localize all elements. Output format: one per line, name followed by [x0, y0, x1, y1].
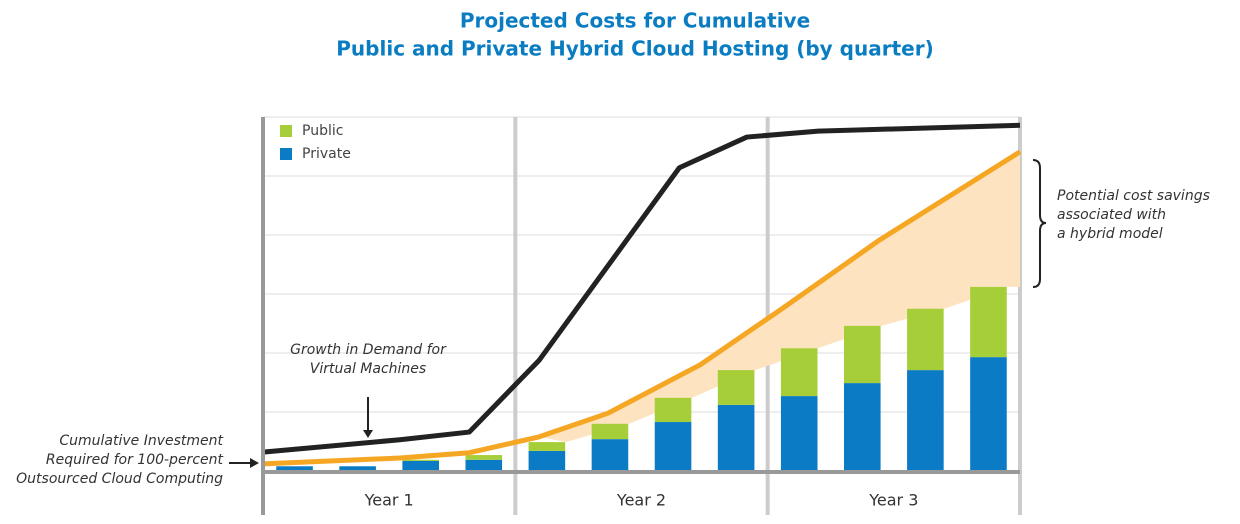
bar-segment: [970, 286, 1007, 358]
annotation: Potential cost savings: [1057, 188, 1210, 204]
bar-segment: [528, 442, 566, 451]
line-series: [262, 149, 1022, 467]
annotation: associated with: [1057, 207, 1166, 223]
bar-segment: [339, 466, 376, 471]
chart-title: Projected Costs for Cumulative: [460, 9, 810, 33]
bar-segment: [465, 455, 503, 460]
bar-segment: [780, 396, 818, 471]
x-group-label: Year 2: [616, 491, 666, 510]
bar-segment: [654, 397, 692, 423]
bar-segment: [780, 348, 818, 397]
line-series: [262, 122, 1021, 455]
savings-area: [539, 151, 1020, 443]
bar-segment: [843, 383, 881, 471]
bar-segment: [402, 460, 440, 471]
bar-segment: [465, 459, 503, 471]
bar-segment: [591, 423, 629, 440]
bar-segment: [591, 439, 629, 471]
legend-label: Public: [302, 123, 343, 139]
bar-segment: [276, 466, 313, 471]
chart-title: Public and Private Hybrid Cloud Hosting …: [336, 37, 933, 61]
arrowhead: [363, 430, 373, 438]
bar-segment: [402, 459, 440, 461]
annotation: Required for 100-percent: [46, 452, 224, 468]
bar-segment: [907, 370, 944, 471]
bar-segment: [654, 422, 692, 471]
annotation: a hybrid model: [1057, 226, 1163, 242]
bar-segment: [843, 325, 881, 384]
legend-swatch: [280, 125, 292, 137]
x-group-label: Year 1: [364, 491, 414, 510]
legend-label: Private: [302, 146, 351, 162]
annotation: Outsourced Cloud Computing: [16, 471, 223, 487]
annotation: Virtual Machines: [310, 361, 426, 377]
annotation: Cumulative Investment: [59, 433, 223, 449]
bar-segment: [717, 370, 755, 405]
bar-segment: [717, 404, 755, 471]
legend-swatch: [280, 148, 292, 160]
arrowhead: [250, 458, 259, 468]
annotation: Growth in Demand for: [290, 342, 447, 358]
brace: [1032, 159, 1047, 288]
bar-segment: [528, 450, 566, 471]
bar-segment: [907, 308, 944, 371]
x-group-label: Year 3: [868, 491, 918, 510]
bar-segment: [970, 357, 1007, 471]
